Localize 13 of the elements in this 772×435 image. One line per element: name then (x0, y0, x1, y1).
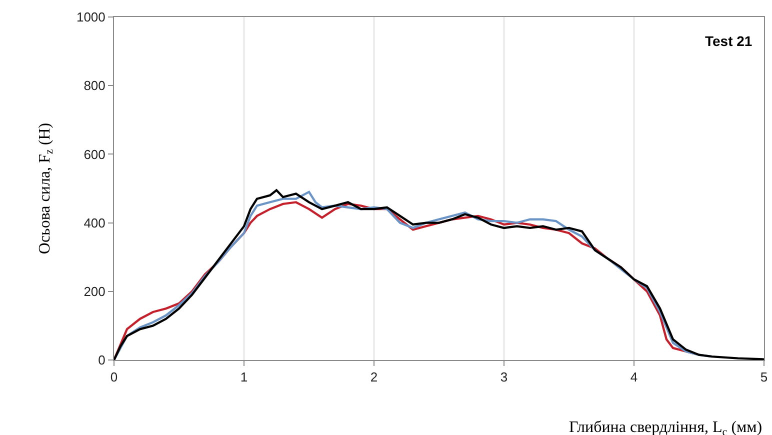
y-tick-label: 1000 (76, 10, 106, 25)
y-tick-label: 200 (84, 284, 106, 299)
x-tick-label: 4 (630, 370, 638, 385)
x-tick-label: 2 (370, 370, 378, 385)
y-tick-label: 800 (84, 78, 106, 94)
annotation: Test 21 (705, 33, 752, 49)
x-tick-label: 1 (240, 370, 248, 385)
x-tick-label: 0 (110, 370, 118, 385)
y-tick-label: 400 (84, 215, 106, 230)
x-tick-label: 5 (760, 370, 768, 385)
y-tick-label: 0 (98, 352, 106, 368)
x-tick-label: 3 (500, 370, 508, 385)
y-tick-label: 600 (84, 146, 106, 162)
